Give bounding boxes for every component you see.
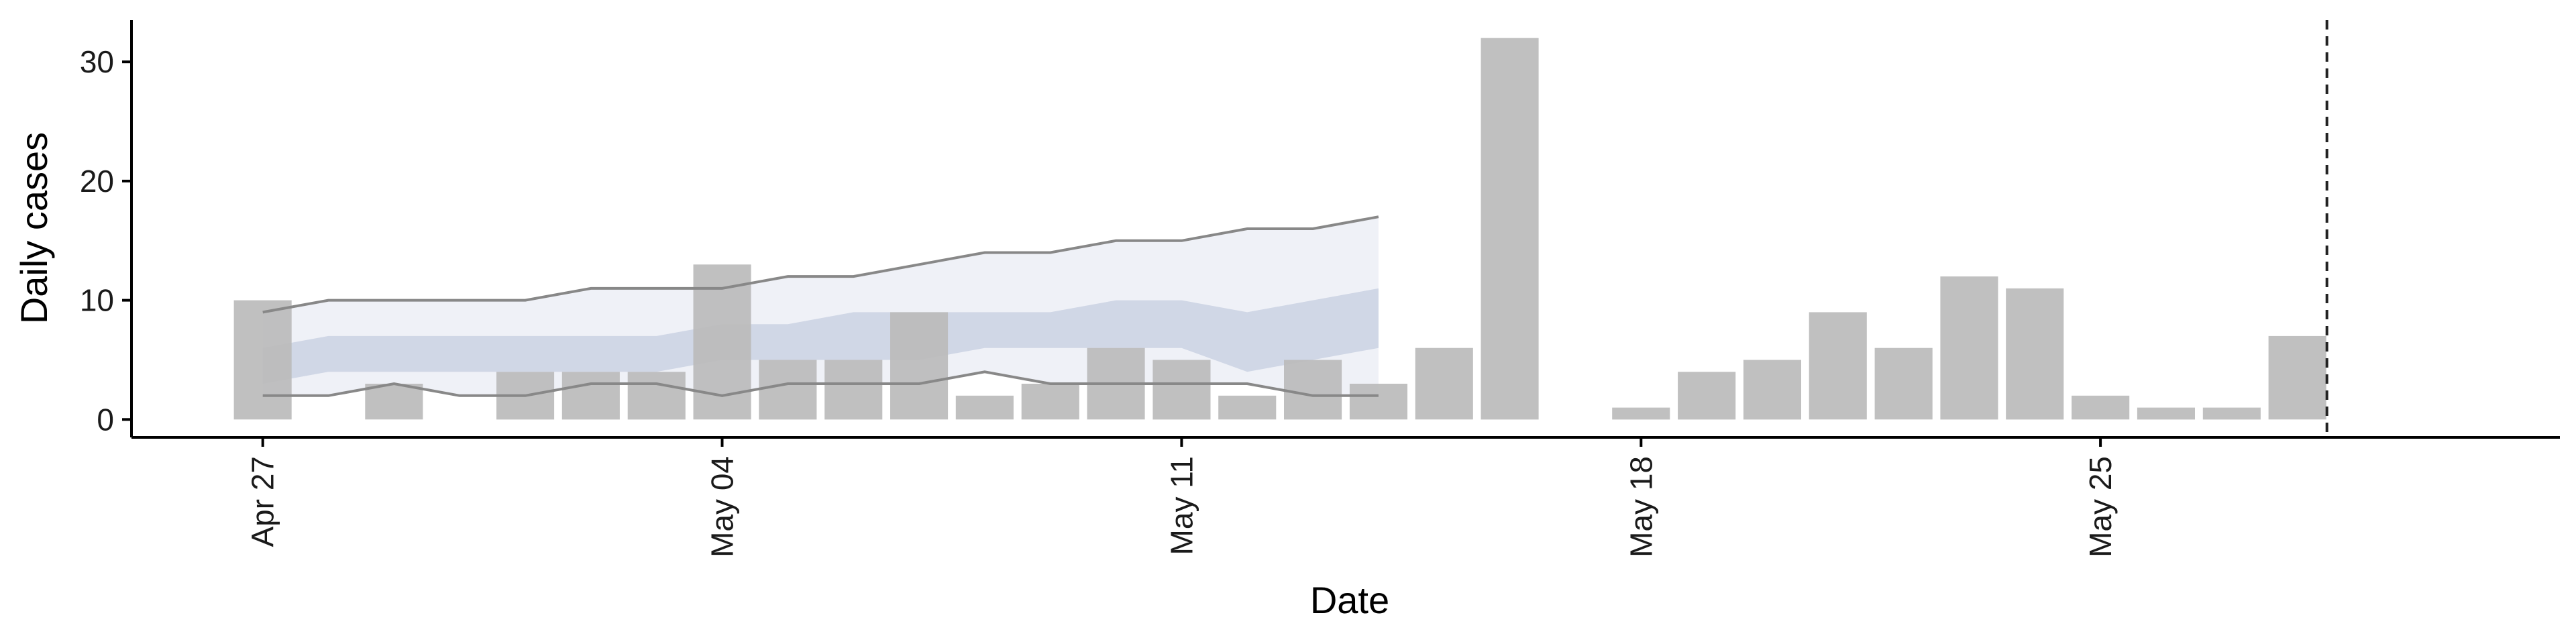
inner-band-layer	[262, 288, 1379, 384]
x-tick-label-2020-05-11: May 11	[1164, 456, 1199, 555]
bar-2020-05-15	[1415, 347, 1473, 420]
bar-2020-05-07	[890, 312, 949, 420]
bar-2020-05-21	[1809, 312, 1867, 420]
bar-2020-05-20	[1743, 360, 1801, 420]
axes-layer	[122, 20, 2560, 447]
bar-2020-05-09	[1021, 384, 1079, 420]
bar-2020-04-29	[365, 384, 423, 420]
bar-2020-05-14	[1349, 384, 1407, 420]
y-tick-label-30: 30	[80, 44, 114, 79]
bar-2020-05-16	[1481, 38, 1539, 420]
bar-2020-05-24	[2006, 288, 2064, 420]
forecast-lines-layer	[262, 215, 1379, 397]
bar-2020-05-27	[2202, 407, 2261, 420]
bar-2020-05-03	[627, 372, 686, 420]
bar-2020-05-25	[2072, 395, 2130, 420]
y-tick-labels: 0 10 20 30	[80, 44, 114, 437]
y-axis-title: Daily cases	[13, 132, 55, 324]
bar-2020-05-22	[1874, 347, 1933, 420]
forecast-inner-band	[262, 288, 1379, 384]
x-tick-labels: Apr 27 May 04 May 11 May 18 May 25	[246, 456, 2118, 557]
bar-2020-05-04	[693, 264, 751, 420]
x-tick-label-2020-05-04: May 04	[705, 456, 740, 557]
bar-2020-05-23	[1940, 276, 1998, 420]
bar-2020-05-06	[824, 360, 883, 420]
x-tick-label-2020-05-18: May 18	[1623, 456, 1658, 557]
y-tick-label-20: 20	[80, 164, 114, 199]
y-tick-label-0: 0	[97, 402, 114, 437]
y-tick-label-10: 10	[80, 283, 114, 318]
x-tick-label-2020-05-25: May 25	[2083, 456, 2118, 557]
bar-2020-05-12	[1218, 395, 1277, 420]
bar-2020-05-18	[1612, 407, 1670, 420]
bar-2020-04-27	[233, 300, 292, 420]
forecast-upper-line	[262, 215, 1379, 314]
bar-2020-05-19	[1678, 372, 1736, 420]
bar-2020-05-26	[2137, 407, 2195, 420]
bar-2020-05-11	[1152, 360, 1211, 420]
bar-2020-05-28	[2268, 335, 2326, 420]
bar-2020-05-13	[1284, 360, 1342, 420]
bar-2020-05-05	[759, 360, 817, 420]
x-axis-title: Date	[1310, 579, 1389, 621]
forecast-lower-line	[262, 370, 1379, 397]
x-tick-label-2020-04-27: Apr 27	[246, 456, 280, 547]
bar-2020-05-08	[955, 395, 1014, 420]
bar-2020-05-02	[561, 372, 620, 420]
